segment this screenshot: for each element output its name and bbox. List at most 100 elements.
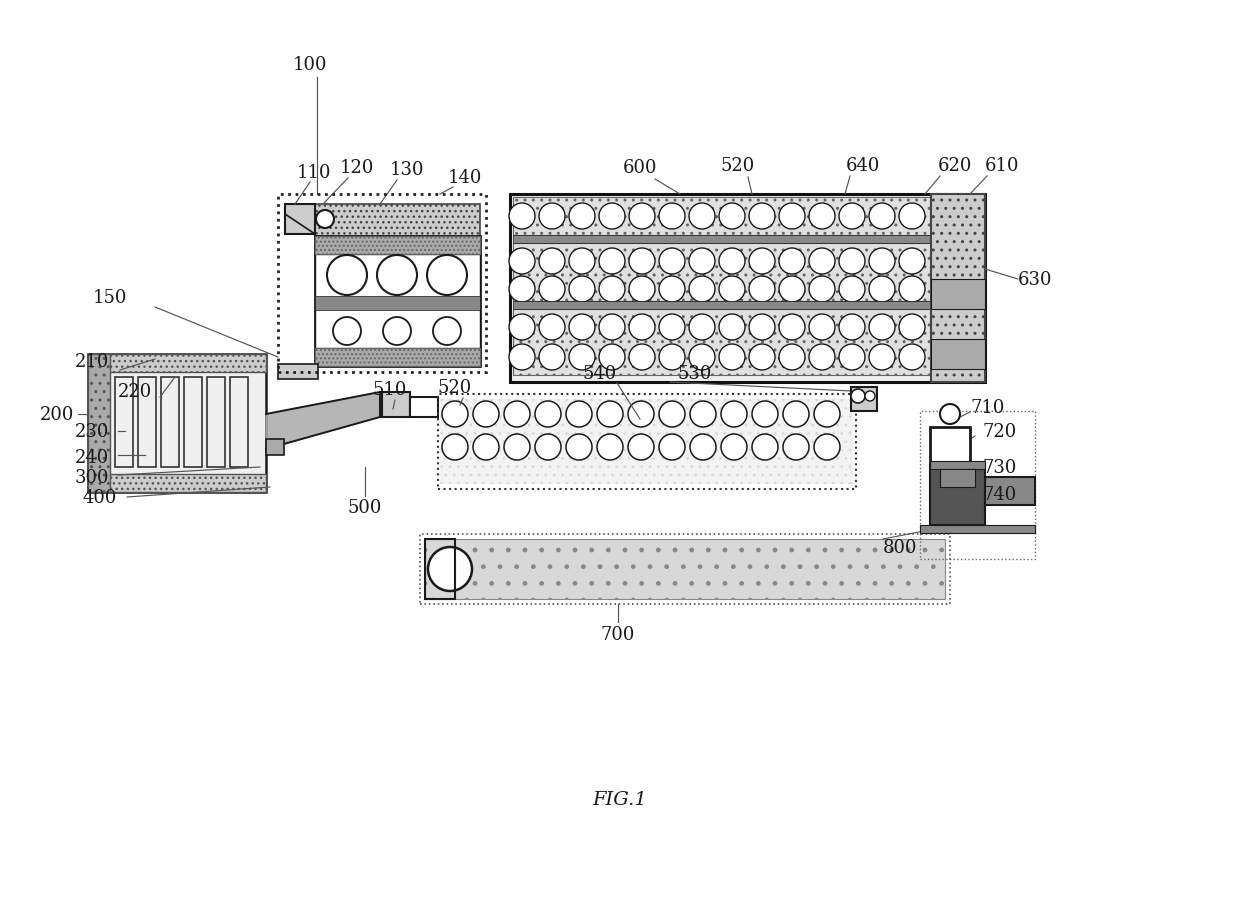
Circle shape	[334, 318, 361, 346]
Bar	[88, 355, 267, 373]
Polygon shape	[267, 393, 384, 450]
Text: 520: 520	[720, 157, 755, 175]
Circle shape	[508, 314, 534, 340]
Text: 520: 520	[438, 378, 472, 396]
Bar	[88, 355, 110, 492]
Circle shape	[813, 402, 839, 427]
Bar	[930, 461, 985, 470]
Bar	[931, 195, 985, 383]
Bar	[315, 205, 480, 237]
Text: 510: 510	[373, 380, 407, 398]
Bar	[513, 310, 931, 376]
Bar	[88, 474, 267, 492]
Bar	[88, 355, 267, 492]
Circle shape	[689, 314, 715, 340]
Circle shape	[689, 276, 715, 303]
Circle shape	[866, 392, 875, 402]
Circle shape	[627, 402, 653, 427]
Circle shape	[596, 434, 622, 461]
Circle shape	[534, 434, 560, 461]
Circle shape	[539, 248, 565, 275]
Circle shape	[658, 276, 684, 303]
Bar	[930, 427, 970, 465]
Bar	[115, 377, 133, 468]
Circle shape	[472, 402, 498, 427]
Circle shape	[599, 345, 625, 370]
Circle shape	[377, 256, 417, 295]
Text: 220: 220	[118, 383, 153, 401]
Circle shape	[539, 276, 565, 303]
Circle shape	[428, 547, 472, 591]
Text: 730: 730	[983, 459, 1017, 477]
Circle shape	[508, 345, 534, 370]
Circle shape	[808, 345, 835, 370]
Bar	[382, 393, 410, 417]
Circle shape	[839, 276, 866, 303]
Circle shape	[839, 345, 866, 370]
Circle shape	[383, 318, 410, 346]
Bar	[438, 395, 856, 489]
Bar	[940, 470, 975, 488]
Text: FIG.1: FIG.1	[593, 790, 647, 808]
Text: 610: 610	[985, 157, 1019, 175]
Text: 800: 800	[883, 538, 918, 556]
Circle shape	[599, 248, 625, 275]
Circle shape	[658, 402, 684, 427]
Text: 120: 120	[340, 159, 374, 177]
Circle shape	[629, 276, 655, 303]
Circle shape	[569, 248, 595, 275]
Circle shape	[779, 345, 805, 370]
Bar	[920, 526, 1035, 534]
Text: 200: 200	[40, 405, 74, 424]
Text: 530: 530	[678, 365, 712, 383]
Text: 620: 620	[937, 157, 972, 175]
Circle shape	[839, 204, 866, 229]
Circle shape	[782, 434, 808, 461]
Circle shape	[689, 204, 715, 229]
Circle shape	[720, 402, 746, 427]
Bar	[315, 297, 480, 311]
Circle shape	[629, 314, 655, 340]
Circle shape	[629, 204, 655, 229]
Circle shape	[441, 402, 467, 427]
Circle shape	[596, 402, 622, 427]
Circle shape	[689, 345, 715, 370]
Circle shape	[534, 402, 560, 427]
Circle shape	[539, 204, 565, 229]
Circle shape	[508, 204, 534, 229]
Circle shape	[749, 314, 775, 340]
Circle shape	[869, 204, 895, 229]
Circle shape	[658, 314, 684, 340]
Bar	[425, 539, 945, 600]
Circle shape	[472, 434, 498, 461]
Text: 240: 240	[74, 449, 109, 467]
Bar	[285, 205, 315, 235]
Circle shape	[433, 318, 461, 346]
Circle shape	[719, 248, 745, 275]
Bar	[267, 440, 284, 455]
Circle shape	[599, 314, 625, 340]
Circle shape	[689, 402, 715, 427]
Bar	[851, 387, 877, 412]
Bar	[513, 236, 931, 244]
Circle shape	[782, 402, 808, 427]
Bar	[985, 478, 1035, 506]
Circle shape	[599, 276, 625, 303]
Circle shape	[869, 276, 895, 303]
Circle shape	[779, 248, 805, 275]
Text: 150: 150	[93, 289, 128, 307]
Bar	[138, 377, 156, 468]
Bar	[184, 377, 202, 468]
Bar	[440, 399, 853, 485]
Text: 130: 130	[389, 161, 424, 179]
Circle shape	[808, 314, 835, 340]
Circle shape	[503, 402, 529, 427]
Bar	[278, 195, 486, 373]
Text: 540: 540	[583, 365, 618, 383]
Circle shape	[719, 204, 745, 229]
Circle shape	[751, 402, 777, 427]
Circle shape	[751, 434, 777, 461]
Text: 140: 140	[448, 169, 482, 187]
Bar	[207, 377, 224, 468]
Circle shape	[508, 276, 534, 303]
